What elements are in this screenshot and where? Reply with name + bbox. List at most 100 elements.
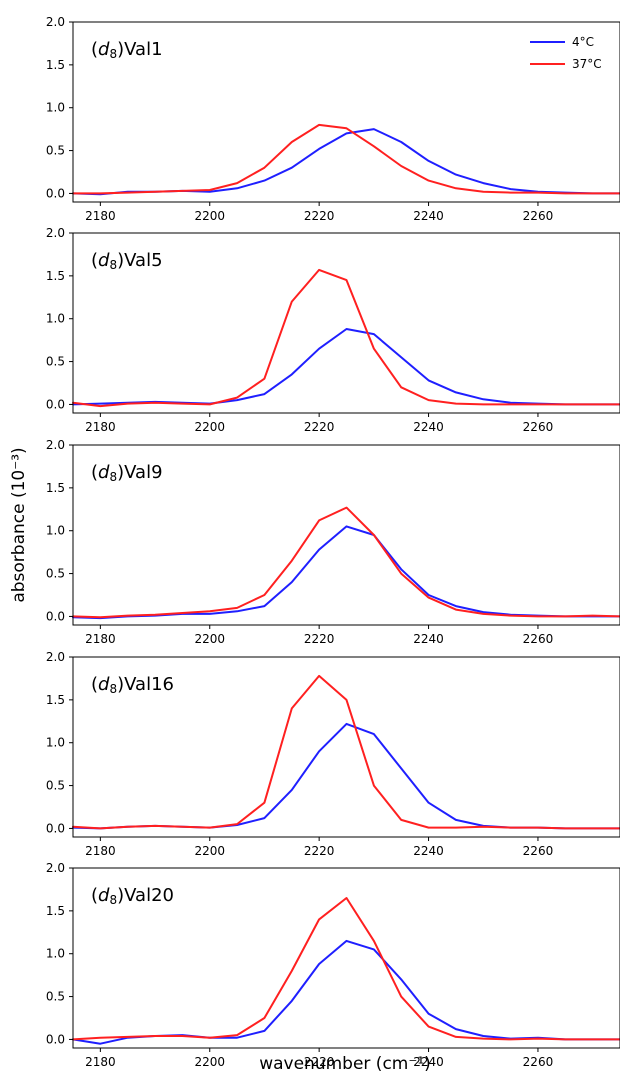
series-line-37c	[72, 506, 620, 619]
plot-frame	[72, 232, 620, 414]
y-tick-label: 2.0	[46, 861, 65, 875]
y-tick-label: 2.0	[46, 226, 65, 240]
series-line-4c	[72, 722, 620, 830]
y-tick-label: 0.0	[46, 821, 65, 835]
y-tick-label: 2.0	[46, 438, 65, 452]
y-tick-label: 0.0	[46, 609, 65, 623]
x-tick-label: 2240	[413, 844, 444, 858]
x-tick-label: 2200	[194, 420, 225, 434]
x-tick-label: 2220	[304, 1055, 335, 1069]
x-tick-label: 2260	[523, 1055, 554, 1069]
series-line-37c	[72, 674, 620, 830]
x-tick-label: 2220	[304, 844, 335, 858]
panel-label-open: (	[91, 250, 98, 271]
panel-5: 0.0 0.5 1.0 1.5 2.0 2180 2200 2220 2240 2260 (d8)V…	[46, 861, 620, 1069]
panel-label-open: (	[91, 885, 98, 906]
x-tick-label: 2240	[413, 1055, 444, 1069]
panel-label-name: )Val5	[117, 250, 162, 271]
panel-label-name: )Val9	[117, 462, 162, 483]
panel-label-subscript: 8	[109, 893, 117, 907]
y-axis-label: absorbance (10⁻³)	[9, 447, 29, 602]
plot-frame	[72, 444, 620, 626]
x-tick-label: 2240	[413, 632, 444, 646]
series-line-4c	[72, 939, 620, 1045]
x-tick-label: 2180	[85, 632, 116, 646]
x-tick-label: 2240	[413, 420, 444, 434]
x-tick-label: 2260	[523, 209, 554, 223]
legend-label-37c: 37°C	[572, 57, 602, 71]
plot-frame	[72, 656, 620, 838]
legend-label-4c: 4°C	[572, 35, 594, 49]
panel-4: 0.0 0.5 1.0 1.5 2.0 2180 2200 2220 2240 2260 (d8)V…	[46, 650, 620, 858]
y-tick-label: 1.5	[46, 693, 65, 707]
panel-label-open: (	[91, 674, 98, 695]
x-tick-label: 2220	[304, 420, 335, 434]
y-tick-label: 1.5	[46, 481, 65, 495]
panel-label-subscript: 8	[109, 682, 117, 696]
x-tick-label: 2260	[523, 632, 554, 646]
x-tick-label: 2180	[85, 1055, 116, 1069]
panel-label-subscript: 8	[109, 258, 117, 272]
y-tick-label: 0.5	[46, 990, 65, 1004]
x-tick-label: 2220	[304, 632, 335, 646]
x-tick-label: 2200	[194, 844, 225, 858]
panel-label-italic: d	[98, 885, 110, 906]
x-tick-label: 2180	[85, 844, 116, 858]
x-axis-label: wavenumber (cm⁻¹)	[259, 1054, 431, 1074]
x-tick-label: 2220	[304, 209, 335, 223]
x-tick-label: 2200	[194, 632, 225, 646]
y-tick-label: 0.5	[46, 567, 65, 581]
y-tick-label: 1.5	[46, 904, 65, 918]
plot-frame	[72, 867, 620, 1049]
panel-label: (d8)Val1	[91, 39, 163, 61]
y-tick-label: 1.5	[46, 58, 65, 72]
panel-label-subscript: 8	[109, 47, 117, 61]
panel-label: (d8)Val5	[91, 250, 163, 272]
y-tick-label: 1.0	[46, 524, 65, 538]
panel-label-name: )Val1	[117, 39, 162, 60]
series-line-4c	[72, 128, 620, 196]
series-line-4c	[72, 525, 620, 620]
x-tick-label: 2180	[85, 420, 116, 434]
y-tick-label: 2.0	[46, 15, 65, 29]
panel-label-italic: d	[98, 462, 110, 483]
panel-2: 0.0 0.5 1.0 1.5 2.0 2180 2200 2220 2240 2260 (d8)V…	[46, 226, 620, 434]
series-line-37c	[72, 123, 620, 195]
y-tick-label: 1.0	[46, 736, 65, 750]
series-line-37c	[72, 897, 620, 1041]
panel-label-open: (	[91, 39, 98, 60]
x-tick-label: 2200	[194, 209, 225, 223]
panel-1: 0.0 0.5 1.0 1.5 2.0 2180 2200 2220 2240 2260 (d8)V…	[46, 15, 620, 223]
x-tick-label: 2240	[413, 209, 444, 223]
y-tick-label: 1.0	[46, 947, 65, 961]
y-tick-label: 1.5	[46, 269, 65, 283]
panel-label: (d8)Val20	[91, 885, 174, 907]
y-tick-label: 0.0	[46, 1032, 65, 1046]
y-tick-label: 2.0	[46, 650, 65, 664]
x-tick-label: 2200	[194, 1055, 225, 1069]
panel-label-name: )Val20	[117, 885, 174, 906]
series-line-37c	[72, 268, 620, 408]
panel-label-italic: d	[98, 39, 110, 60]
panel-label-italic: d	[98, 250, 110, 271]
panel-label-italic: d	[98, 674, 110, 695]
x-tick-label: 2180	[85, 209, 116, 223]
x-tick-label: 2260	[523, 420, 554, 434]
y-tick-label: 0.0	[46, 397, 65, 411]
panel-3: 0.0 0.5 1.0 1.5 2.0 2180 2200 2220 2240 2260 (d8)V…	[46, 438, 620, 646]
panel-label-open: (	[91, 462, 98, 483]
y-tick-label: 0.5	[46, 355, 65, 369]
y-tick-label: 1.0	[46, 101, 65, 115]
plot-frame	[72, 21, 620, 203]
panel-label-name: )Val16	[117, 674, 174, 695]
legend: 4°C 37°C	[530, 35, 602, 71]
series-line-4c	[72, 328, 620, 406]
panel-label: (d8)Val16	[91, 674, 174, 696]
y-tick-label: 0.0	[46, 186, 65, 200]
panel-label-subscript: 8	[109, 470, 117, 484]
panel-label: (d8)Val9	[91, 462, 163, 484]
y-tick-label: 0.5	[46, 144, 65, 158]
y-tick-label: 0.5	[46, 779, 65, 793]
